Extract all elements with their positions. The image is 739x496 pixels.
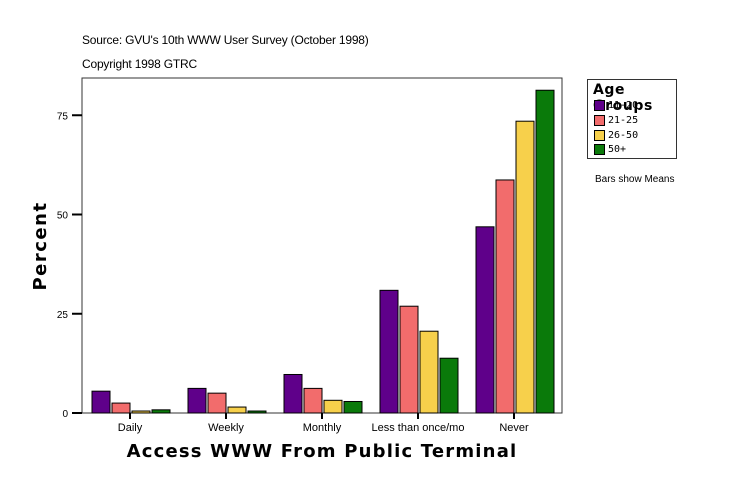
legend-label: 11-20: [608, 99, 639, 111]
bar: [495, 179, 515, 414]
bars-group: [91, 89, 555, 414]
x-tick-label: Less than once/mo: [372, 422, 465, 434]
bar: [439, 357, 459, 414]
y-tick-label: 75: [57, 111, 69, 122]
bar: [379, 289, 399, 414]
y-tick-label: 25: [57, 310, 69, 321]
bar: [535, 89, 555, 414]
legend-item-21-25: 21-25: [594, 114, 638, 126]
legend-swatch: [594, 143, 605, 155]
bar: [303, 387, 323, 414]
legend-swatch: [594, 129, 605, 141]
bar: [151, 409, 171, 414]
bar: [283, 373, 303, 414]
bar: [111, 402, 131, 414]
legend-item-11-20: 11-20: [594, 99, 638, 111]
legend-item-50plus: 50+: [594, 143, 626, 155]
bar: [419, 330, 439, 414]
x-tick-label: Daily: [118, 422, 143, 434]
bar: [323, 399, 343, 414]
legend-label: 50+: [608, 143, 627, 155]
legend-title: Age Groups: [593, 82, 653, 114]
x-tick-label: Weekly: [208, 422, 244, 434]
bar: [399, 305, 419, 414]
x-tick-label: Never: [499, 422, 529, 434]
y-axis: 0 25 50 75: [57, 111, 82, 420]
bar: [91, 390, 111, 414]
legend-swatch: [594, 114, 605, 126]
y-tick-label: 0: [62, 409, 68, 420]
bar: [247, 410, 267, 414]
legend-label: 21-25: [608, 114, 639, 126]
legend-label: 26-50: [608, 129, 639, 141]
bar: [343, 400, 363, 414]
x-axis: Daily Weekly Monthly Less than once/mo Never: [118, 413, 529, 434]
bar: [227, 406, 247, 414]
y-axis-title: Percent: [30, 201, 51, 290]
bar: [475, 226, 495, 414]
bar: [207, 392, 227, 414]
legend: Age Groups 11-20 21-25 26-50 50+: [587, 79, 677, 159]
x-tick-label: Monthly: [303, 422, 342, 434]
bars-note: Bars show Means: [595, 174, 675, 185]
bar: [515, 120, 535, 414]
legend-swatch: [594, 99, 605, 111]
x-axis-title: Access WWW From Public Terminal: [127, 441, 518, 462]
copyright-text: Copyright 1998 GTRC: [82, 57, 197, 71]
y-tick-label: 50: [57, 211, 69, 222]
source-text: Source: GVU's 10th WWW User Survey (Octo…: [82, 33, 369, 47]
bar: [187, 387, 207, 414]
bar: [131, 410, 151, 414]
legend-item-26-50: 26-50: [594, 129, 638, 141]
